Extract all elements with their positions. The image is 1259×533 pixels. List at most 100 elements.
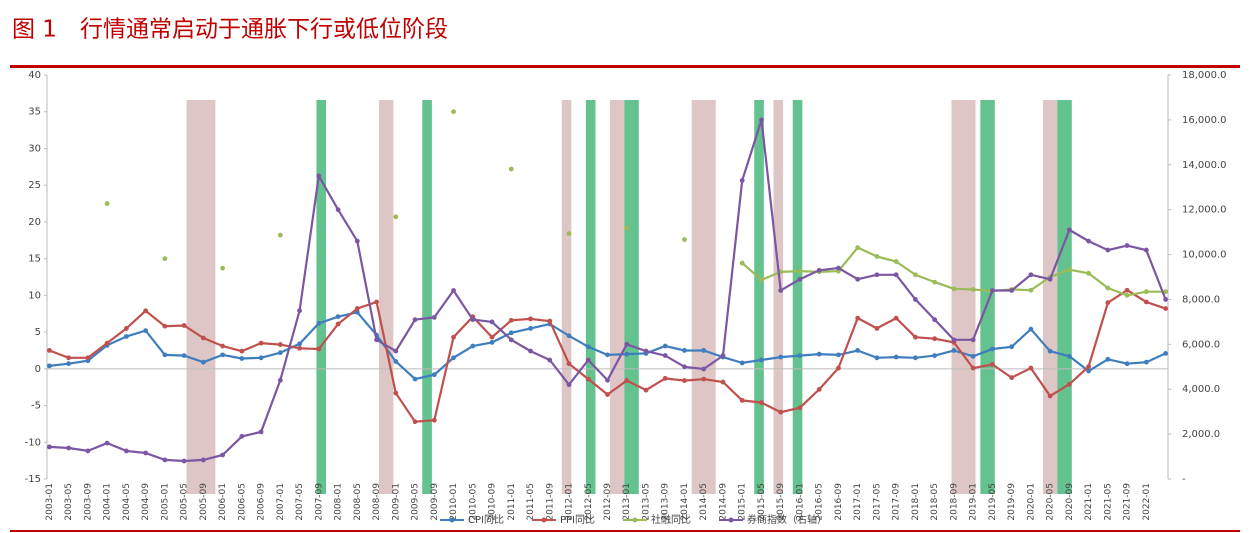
point <box>970 365 976 371</box>
x-tick-label: 2011-09 <box>545 483 555 521</box>
point <box>643 348 649 354</box>
x-tick-label: 2019-09 <box>1007 483 1017 521</box>
point <box>354 306 360 311</box>
point <box>508 166 514 172</box>
point <box>605 377 610 383</box>
x-tick-label: 2018-09 <box>949 483 959 521</box>
point <box>932 336 938 342</box>
point <box>220 452 226 458</box>
point <box>297 345 302 351</box>
x-tick-label: 2007-05 <box>295 483 305 521</box>
point <box>855 315 861 321</box>
highlight-band <box>1042 100 1058 494</box>
y2-tick-label: 12,000.0 <box>1182 205 1227 216</box>
point <box>123 448 129 454</box>
y2-tick-label: 4,000.0 <box>1182 384 1220 395</box>
point <box>989 288 995 293</box>
highlight-band <box>980 100 995 494</box>
highlight-band <box>585 100 596 494</box>
point <box>989 346 995 352</box>
point <box>393 359 399 364</box>
point <box>893 315 899 321</box>
point <box>451 109 456 115</box>
point <box>951 286 957 292</box>
point <box>258 340 264 346</box>
legend-marker <box>449 517 455 523</box>
x-tick-label: 2017-01 <box>853 483 863 521</box>
x-tick-label: 2017-05 <box>872 483 882 521</box>
point <box>778 354 784 360</box>
point <box>816 386 822 392</box>
point <box>162 457 168 463</box>
x-tick-label: 2004-01 <box>103 483 113 521</box>
point <box>759 357 764 363</box>
point <box>393 214 399 220</box>
y2-tick-label: - <box>1182 474 1186 485</box>
point <box>181 353 187 358</box>
point <box>797 268 803 274</box>
point <box>451 288 456 293</box>
point <box>682 378 687 383</box>
point <box>1163 306 1168 311</box>
point <box>66 355 72 361</box>
point <box>989 362 995 367</box>
legend-marker <box>541 517 547 523</box>
x-tick-label: 2016-05 <box>815 483 825 521</box>
bottom-rule <box>10 530 1240 532</box>
point <box>162 352 168 358</box>
y-tick-label: 0 <box>35 364 41 375</box>
point <box>1047 393 1053 399</box>
point <box>759 400 764 406</box>
legend-label: 券商指数（右轴） <box>747 513 827 526</box>
point <box>1124 287 1130 293</box>
point <box>701 366 707 372</box>
point <box>1163 289 1168 295</box>
point <box>85 355 91 361</box>
point <box>258 355 264 361</box>
x-tick-label: 2005-01 <box>160 483 170 521</box>
highlight-band <box>561 100 572 494</box>
point <box>1105 356 1111 362</box>
point <box>104 440 110 446</box>
legend-label: PPI同比 <box>560 514 595 526</box>
point <box>913 297 918 302</box>
top-rule <box>10 65 1240 68</box>
x-tick-label: 2006-01 <box>218 483 228 521</box>
y-tick-label: 40 <box>28 70 41 81</box>
point <box>605 392 610 397</box>
point <box>508 337 514 343</box>
point <box>1163 350 1168 356</box>
highlight-band <box>754 100 764 494</box>
point <box>451 355 456 361</box>
x-tick-label: 2019-05 <box>988 483 998 521</box>
y2-tick-label: 10,000.0 <box>1182 250 1227 261</box>
series-line <box>49 119 1167 463</box>
highlight-band <box>1057 100 1072 494</box>
point <box>836 352 841 358</box>
point <box>701 376 707 382</box>
point <box>970 287 976 292</box>
point <box>566 231 572 237</box>
point <box>239 348 245 354</box>
point <box>181 323 187 328</box>
point <box>1086 368 1092 374</box>
point <box>508 330 514 336</box>
x-tick-label: 2016-09 <box>834 483 844 521</box>
x-tick-label: 2010-01 <box>449 483 459 521</box>
point <box>1066 353 1072 359</box>
point <box>1143 289 1149 295</box>
point <box>316 173 322 179</box>
point <box>374 337 379 343</box>
point <box>1066 227 1072 233</box>
highlight-band <box>773 100 784 494</box>
point <box>508 317 514 323</box>
point <box>393 390 399 396</box>
point <box>200 457 206 463</box>
point <box>970 353 976 359</box>
x-tick-label: 2017-09 <box>892 483 902 521</box>
point <box>335 207 341 213</box>
x-tick-label: 2004-05 <box>122 483 132 521</box>
point <box>797 353 803 358</box>
y2-tick-label: 18,000.0 <box>1182 70 1227 81</box>
